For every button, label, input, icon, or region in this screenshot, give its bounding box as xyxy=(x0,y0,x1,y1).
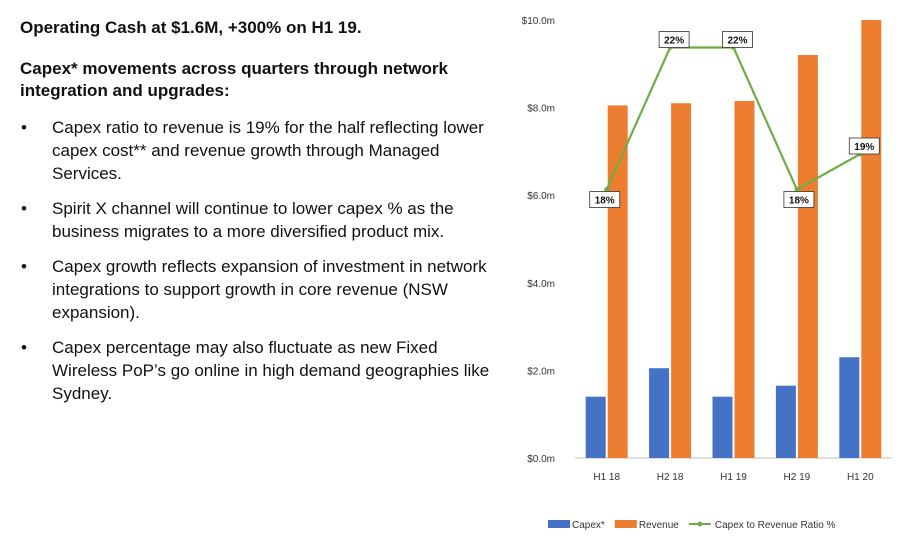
revenue-bar xyxy=(861,20,882,458)
legend-marker xyxy=(697,521,703,527)
capex-bar xyxy=(649,368,670,458)
capex-revenue-chart: $0.0m $2.0m $4.0m $6.0m $8.0m $10.0m H1 18 H2 1… xyxy=(522,16,892,531)
ratio-data-label: 18% xyxy=(595,196,615,207)
ratio-label-box xyxy=(658,31,690,48)
y-tick-label: $10.0m xyxy=(522,16,555,27)
ratio-label-box xyxy=(848,137,880,155)
subheading: Capex* movements across quarters through… xyxy=(20,59,448,100)
bullet-symbol: • xyxy=(21,118,27,137)
bullet-item: • Spirit X channel will continue to lower… xyxy=(20,197,500,243)
bullet-symbol: • xyxy=(21,199,27,218)
legend-swatch xyxy=(548,520,570,528)
y-tick-label: $6.0m xyxy=(527,191,555,202)
bullet-item: • Capex ratio to revenue is 19% for the h… xyxy=(20,116,500,185)
revenue-bar xyxy=(797,55,818,458)
ratio-data-label: 22% xyxy=(664,36,684,47)
revenue-bar xyxy=(607,105,628,458)
revenue-bar xyxy=(734,101,755,458)
bullet-list: • Capex ratio to revenue is 19% for the h… xyxy=(20,116,500,405)
legend-swatch xyxy=(614,520,637,528)
bullet-text: Capex ratio to revenue is 19% for the ha… xyxy=(52,118,484,183)
ratio-label-box xyxy=(722,31,753,48)
capex-bar xyxy=(712,396,733,458)
bullet-text: Spirit X channel will continue to lower … xyxy=(52,199,454,241)
bullet-item: • Capex growth reflects expansion of inve… xyxy=(20,255,500,324)
text-panel: Operating Cash at $1.6M, +300% on H1 19.… xyxy=(20,18,500,417)
ratio-point xyxy=(794,187,800,192)
y-tick-label: $0.0m xyxy=(527,454,555,465)
ratio-label-box xyxy=(783,191,815,208)
revenue-bar xyxy=(671,103,692,458)
bullet-symbol: • xyxy=(21,338,27,357)
x-tick-label: H1 19 xyxy=(720,472,747,483)
capex-bar xyxy=(775,385,796,458)
bullet-item: • Capex percentage may also fluctuate as … xyxy=(20,336,500,405)
ratio-data-label: 22% xyxy=(727,36,747,47)
ratio-point xyxy=(604,187,610,192)
capex-bar xyxy=(585,396,606,458)
headline: Operating Cash at $1.6M, +300% on H1 19. xyxy=(20,18,362,37)
ratio-line xyxy=(605,46,861,192)
y-tick-label: $2.0m xyxy=(527,366,555,377)
y-tick-label: $4.0m xyxy=(527,279,555,290)
y-tick-label: $8.0m xyxy=(527,104,555,115)
legend-label: Capex to Revenue Ratio % xyxy=(715,520,836,531)
legend-label: Revenue xyxy=(639,520,679,531)
bullet-text: Capex percentage may also fluctuate as n… xyxy=(52,338,490,403)
ratio-label-box xyxy=(589,191,621,208)
ratio-data-label: 18% xyxy=(789,196,809,207)
bullet-text: Capex growth reflects expansion of inves… xyxy=(52,257,487,322)
capex-bar xyxy=(839,357,860,458)
x-tick-label: H1 20 xyxy=(847,472,874,483)
x-tick-label: H2 18 xyxy=(657,472,684,483)
bullet-symbol: • xyxy=(21,257,27,276)
legend-label: Capex* xyxy=(572,520,605,531)
x-tick-label: H2 19 xyxy=(784,472,811,483)
ratio-data-label: 19% xyxy=(854,142,874,153)
x-tick-label: H1 18 xyxy=(593,472,620,483)
